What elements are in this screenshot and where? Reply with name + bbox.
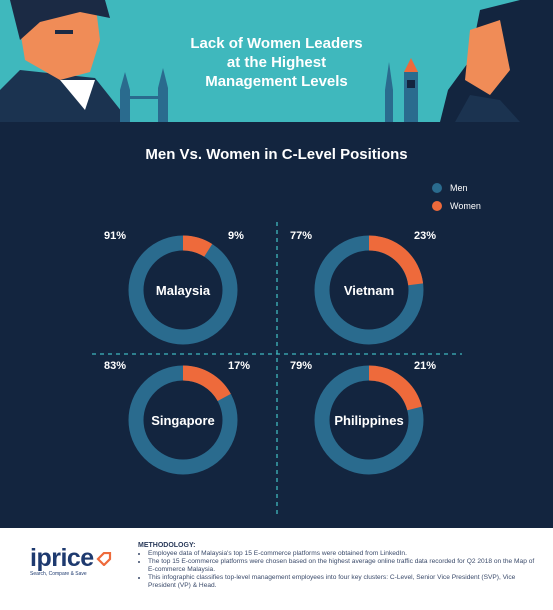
legend-swatch-women xyxy=(432,201,442,211)
legend-label-women: Women xyxy=(450,201,481,211)
men-value-label: 83% xyxy=(104,360,126,372)
country-label: Singapore xyxy=(151,413,215,428)
country-label: Philippines xyxy=(334,413,403,428)
methodology: METHODOLOGY: Employee data of Malaysia's… xyxy=(138,542,538,590)
tag-icon xyxy=(96,551,111,567)
donut-vietnam: Vietnam 77% 23% xyxy=(290,230,436,345)
logo-text: iprice xyxy=(30,544,94,572)
methodology-item: This infographic classifies top-level ma… xyxy=(148,574,538,590)
donut-philippines: Philippines 79% 21% xyxy=(290,360,436,475)
footer: iprice Search, Compare & Save METHODOLOG… xyxy=(0,528,553,610)
logo-wordmark: iprice xyxy=(30,544,112,573)
country-label: Vietnam xyxy=(344,283,394,298)
methodology-item: Employee data of Malaysia's top 15 E-com… xyxy=(148,550,538,558)
slice-women xyxy=(314,365,424,475)
legend-label-men: Men xyxy=(450,183,468,193)
donut-charts: Malaysia 91% 9% Vietnam 77% 23% Singapore 83% 17… xyxy=(92,222,462,517)
slice-women xyxy=(128,365,238,475)
methodology-item: The top 15 E-commerce platforms were cho… xyxy=(148,558,538,574)
women-value-label: 17% xyxy=(228,360,250,372)
donut-singapore: Singapore 83% 17% xyxy=(104,360,250,475)
header-title-line: Lack of Women Leaders xyxy=(190,35,363,52)
slice-women xyxy=(128,235,238,345)
chart-title: Men Vs. Women in C-Level Positions xyxy=(145,146,408,163)
methodology-title: METHODOLOGY: xyxy=(138,542,196,549)
donut-malaysia: Malaysia 91% 9% xyxy=(104,230,244,345)
header-illustration xyxy=(0,0,553,122)
women-value-label: 9% xyxy=(228,230,244,242)
women-value-label: 21% xyxy=(414,360,436,372)
header-title-line: Management Levels xyxy=(205,73,348,90)
methodology-list: Employee data of Malaysia's top 15 E-com… xyxy=(138,550,538,590)
women-value-label: 23% xyxy=(414,230,436,242)
slice-women xyxy=(314,235,424,345)
legend-item-men: Men xyxy=(432,180,481,196)
iprice-logo: iprice Search, Compare & Save xyxy=(30,544,112,577)
men-value-label: 79% xyxy=(290,360,312,372)
legend-item-women: Women xyxy=(432,198,481,214)
header-title-line: at the Highest xyxy=(226,54,327,71)
header-title: Lack of Women Leaders at the Highest Man… xyxy=(140,34,413,91)
men-value-label: 91% xyxy=(104,230,126,242)
country-label: Malaysia xyxy=(156,283,211,298)
legend-swatch-men xyxy=(432,183,442,193)
chart-panel: Men Vs. Women in C-Level Positions Men W… xyxy=(0,122,553,528)
men-value-label: 77% xyxy=(290,230,312,242)
legend: Men Women xyxy=(432,180,481,216)
header-banner: Lack of Women Leaders at the Highest Man… xyxy=(0,0,553,122)
logo-tagline: Search, Compare & Save xyxy=(30,571,87,577)
